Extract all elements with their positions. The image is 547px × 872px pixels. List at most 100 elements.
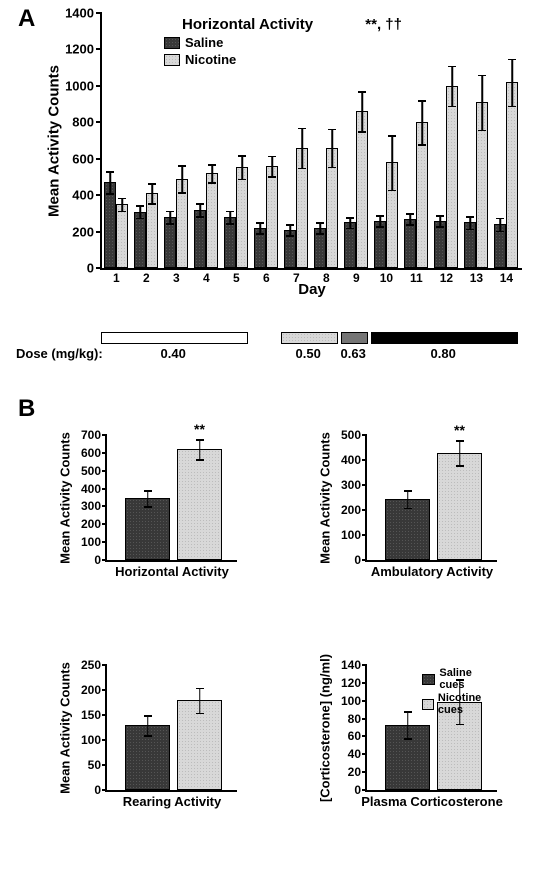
panel-b-ytick-label: 120 [341, 676, 361, 690]
panel-b-ytick-label: 60 [348, 729, 361, 743]
panel-a-ytick-label: 1400 [65, 6, 94, 21]
panel-b-ylabel: Mean Activity Counts [58, 432, 73, 564]
panel-a-ytick-label: 600 [72, 151, 94, 166]
panel-b-ytick-label: 500 [81, 464, 101, 478]
panel-a-nicotine-bar [266, 166, 278, 268]
panel-b-ytick-label: 140 [341, 658, 361, 672]
panel-b-ytick-label: 200 [81, 517, 101, 531]
panel-a-saline-bar [104, 182, 116, 268]
dose-bar [101, 332, 248, 344]
panel-a-ytick-label: 1200 [65, 42, 94, 57]
panel-a: Horizontal Activity **, †† Saline Nicotin… [45, 8, 535, 298]
dose-prefix: Dose (mg/kg): [16, 346, 103, 361]
panel-a-xtick-label: 10 [380, 271, 393, 285]
panel-a-nicotine-bar [206, 173, 218, 268]
panel-b-ylabel: Mean Activity Counts [58, 662, 73, 794]
panel-a-saline-bar [134, 212, 146, 268]
panel-a-nicotine-bar [506, 82, 518, 268]
panel-b-ytick-label: 50 [88, 758, 101, 772]
panel-a-xtick-label: 13 [470, 271, 483, 285]
panel-b-ytick-label: 400 [81, 482, 101, 496]
panel-a-nicotine-bar [356, 111, 368, 268]
dose-value-label: 0.40 [161, 346, 186, 361]
panel-a-significance: **, †† [365, 16, 402, 33]
panel-b-ylabel: Mean Activity Counts [318, 432, 333, 564]
dose-bar [371, 332, 518, 344]
panel-a-saline-bar [404, 219, 416, 268]
panel-b-bar [177, 449, 222, 560]
significance-marker: ** [454, 422, 465, 438]
panel-b-label: B [18, 395, 35, 423]
panel-b-ytick-label: 100 [81, 535, 101, 549]
panel-a-ytick-label: 800 [72, 115, 94, 130]
panel-a-ytick-label: 1000 [65, 78, 94, 93]
panel-a-title: Horizontal Activity [182, 16, 313, 33]
panel-b-ytick-label: 300 [341, 478, 361, 492]
panel-b-ytick-label: 250 [81, 658, 101, 672]
panel-b-title: Ambulatory Activity [371, 564, 493, 579]
panel-a-plot: Horizontal Activity **, †† Saline Nicotin… [100, 13, 522, 270]
panel-a-ytick-label: 0 [87, 261, 94, 276]
panel-a-xtick-label: 11 [410, 271, 423, 285]
panel-b-ytick-label: 100 [341, 528, 361, 542]
panel-b-ytick-label: 600 [81, 446, 101, 460]
panel-b-chart-ambul: 0100200300400500Mean Activity Counts**Am… [315, 430, 500, 585]
panel-b-plot: 020406080100120140[Corticosterone] (ng/m… [365, 665, 497, 792]
legend-label: Nicotine cues [438, 692, 497, 716]
panel-a-label: A [18, 5, 35, 33]
panel-b-plot: 0100200300400500Mean Activity Counts**Am… [365, 435, 497, 562]
significance-marker: ** [194, 421, 205, 437]
panel-a-xtick-label: 5 [233, 271, 240, 285]
panel-b-title: Horizontal Activity [115, 564, 229, 579]
panel-b-plot: 050100150200250Mean Activity CountsReari… [105, 665, 237, 792]
panel-a-ytick-label: 400 [72, 188, 94, 203]
panel-a-nicotine-bar [446, 86, 458, 268]
panel-a-xtick-label: 3 [173, 271, 180, 285]
panel-a-saline-bar [194, 210, 206, 268]
legend-label: Saline [185, 35, 223, 50]
panel-b-ytick-label: 100 [81, 733, 101, 747]
panel-b-ytick-label: 300 [81, 499, 101, 513]
panel-b-ytick-label: 40 [348, 747, 361, 761]
panel-b-chart-horiz: 0100200300400500600700Mean Activity Coun… [55, 430, 240, 585]
panel-b-legend: Saline cuesNicotine cues [422, 667, 497, 717]
panel-b-title: Plasma Corticosterone [361, 794, 503, 809]
panel-b-ytick-label: 0 [354, 783, 361, 797]
panel-b-ytick-label: 400 [341, 453, 361, 467]
panel-b-chart-cort: 020406080100120140[Corticosterone] (ng/m… [315, 660, 500, 815]
panel-a-xtick-label: 4 [203, 271, 210, 285]
panel-a-xtick-label: 6 [263, 271, 270, 285]
panel-b-ytick-label: 20 [348, 765, 361, 779]
panel-b-ytick-label: 0 [354, 553, 361, 567]
panel-a-xtick-label: 2 [143, 271, 150, 285]
panel-a-xtick-label: 9 [353, 271, 360, 285]
panel-a-ylabel: Mean Activity Counts [46, 65, 63, 217]
panel-b-ytick-label: 150 [81, 708, 101, 722]
panel-b-ytick-label: 700 [81, 428, 101, 442]
panel-a-xtick-label: 8 [323, 271, 330, 285]
panel-a-nicotine-bar [236, 167, 248, 268]
panel-a-legend: Saline Nicotine [164, 35, 236, 69]
panel-b-chart-rear: 050100150200250Mean Activity CountsReari… [55, 660, 240, 815]
panel-a-saline-bar [374, 221, 386, 268]
dose-value-label: 0.80 [431, 346, 456, 361]
legend-label: Nicotine [185, 52, 236, 67]
panel-b-plot: 0100200300400500600700Mean Activity Coun… [105, 435, 237, 562]
panel-b-ytick-label: 500 [341, 428, 361, 442]
panel-b-ytick-label: 200 [341, 503, 361, 517]
panel-b-ytick-label: 100 [341, 694, 361, 708]
panel-b-ytick-label: 80 [348, 712, 361, 726]
legend-label: Saline cues [439, 667, 497, 691]
panel-b-bar [437, 453, 482, 561]
panel-a-xlabel: Day [298, 281, 326, 298]
panel-a-xtick-label: 1 [113, 271, 120, 285]
panel-b-ylabel: [Corticosterone] (ng/ml) [318, 653, 333, 801]
panel-a-saline-bar [434, 221, 446, 268]
panel-a-xtick-label: 14 [500, 271, 513, 285]
panel-a-ytick-label: 200 [72, 224, 94, 239]
panel-b-title: Rearing Activity [123, 794, 222, 809]
panel-b-ytick-label: 0 [94, 783, 101, 797]
panel-a-nicotine-bar [116, 204, 128, 268]
panel-a-xtick-label: 12 [440, 271, 453, 285]
dose-value-label: 0.63 [341, 346, 366, 361]
